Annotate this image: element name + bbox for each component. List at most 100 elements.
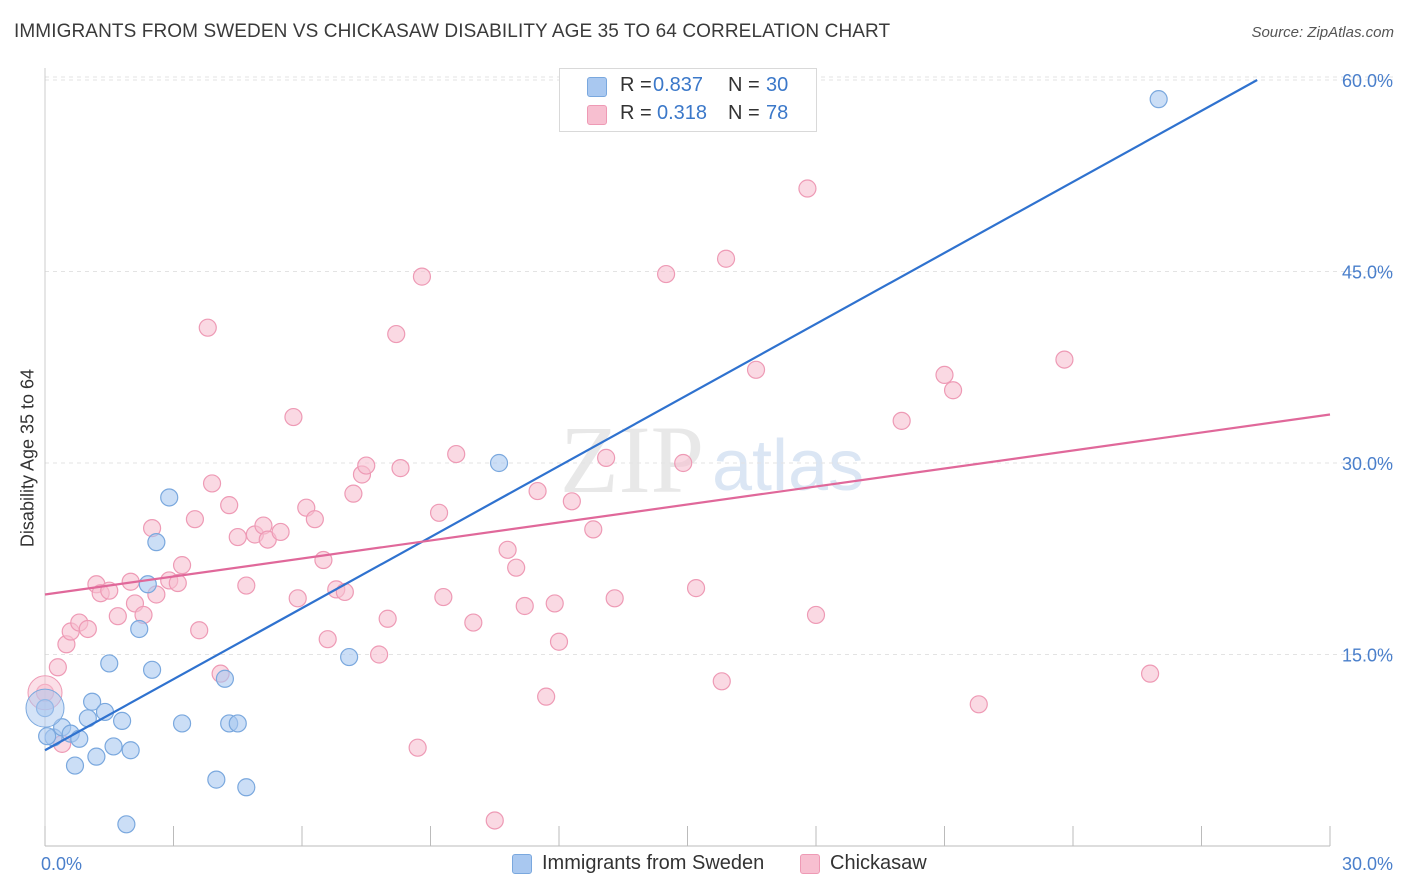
bottom-legend-label-sweden: Immigrants from Sweden <box>542 852 765 874</box>
chickasaw-point <box>798 179 817 198</box>
legend-r-label: R = <box>620 74 652 96</box>
sweden-point <box>172 714 192 733</box>
y-tick-label: 60.0% <box>1342 71 1393 91</box>
chickasaw-trendline <box>44 413 1331 596</box>
trendlines <box>44 79 1331 752</box>
bottom-legend-swatch-chickasaw <box>800 854 820 874</box>
bottom-legend-label-chickasaw: Chickasaw <box>830 852 927 874</box>
sweden-point <box>237 778 256 797</box>
y-axis-label: Disability Age 35 to 64 <box>17 368 38 548</box>
chickasaw-point <box>408 738 427 757</box>
chickasaw-point <box>969 695 988 714</box>
sweden-point <box>117 815 136 834</box>
chickasaw-point <box>48 658 67 677</box>
chickasaw-point <box>168 573 187 593</box>
sweden-point <box>100 654 119 673</box>
chickasaw-point <box>434 587 453 607</box>
sweden-point <box>70 729 89 748</box>
chickasaw-point <box>190 621 209 640</box>
chickasaw-point <box>378 609 397 628</box>
sweden-trendline <box>44 79 1258 752</box>
chickasaw-point <box>357 456 376 475</box>
chickasaw-point <box>549 632 569 651</box>
sweden-point-cluster <box>25 688 65 728</box>
chickasaw-point <box>108 607 127 626</box>
chickasaw-point <box>656 264 676 284</box>
chickasaw-point <box>597 448 616 467</box>
y-tick-label: 15.0% <box>1342 646 1393 666</box>
chickasaw-point <box>172 556 192 575</box>
sweden-point <box>38 727 57 746</box>
legend-row-sweden: R = 0.837 N = 30 <box>560 73 816 101</box>
chickasaw-point <box>716 249 736 268</box>
chickasaw-point <box>485 811 504 830</box>
chickasaw-point <box>284 407 303 427</box>
legend-swatch-sweden <box>587 77 607 97</box>
series-chickasaw-points <box>27 179 1160 830</box>
sweden-point <box>142 660 162 679</box>
chickasaw-point <box>271 522 290 542</box>
chickasaw-point <box>429 503 449 522</box>
chickasaw-point <box>464 613 483 632</box>
legend-swatch-chickasaw <box>587 105 607 125</box>
chickasaw-point <box>391 459 410 478</box>
chickasaw-point <box>387 324 406 344</box>
sweden-point <box>1149 90 1168 109</box>
sweden-point <box>104 737 123 756</box>
chickasaw-point <box>1055 350 1074 369</box>
chickasaw-point <box>892 411 911 430</box>
chart-title: IMMIGRANTS FROM SWEDEN VS CHICKASAW DISA… <box>14 21 891 42</box>
chickasaw-point <box>447 444 466 464</box>
bottom-legend-swatch-sweden <box>512 854 532 874</box>
chickasaw-point <box>228 527 247 547</box>
sweden-point <box>147 533 166 552</box>
chickasaw-point <box>528 481 547 501</box>
chickasaw-point <box>674 453 693 473</box>
legend-n-value: 30 <box>766 74 789 96</box>
chickasaw-point <box>185 510 205 529</box>
watermark-atlas: atlas <box>712 426 864 506</box>
chickasaw-point <box>344 484 363 503</box>
legend-r-value: 0.837 <box>653 74 704 96</box>
correlation-legend: R = 0.837 N = 30 R = 0.318 N = 78 <box>559 68 817 132</box>
chickasaw-point <box>498 540 517 559</box>
chickasaw-point <box>370 645 389 664</box>
sweden-point <box>83 692 102 711</box>
chickasaw-point <box>584 520 603 539</box>
x-tick-label: 30.0% <box>1342 854 1393 874</box>
sweden-point <box>228 714 247 733</box>
chickasaw-point <box>712 672 731 691</box>
grid-lines <box>45 76 1395 655</box>
legend-r-label: R = <box>620 102 652 124</box>
watermark: ZIP atlas <box>560 406 864 513</box>
y-tick-label: 45.0% <box>1342 263 1393 283</box>
chickasaw-point <box>515 596 534 616</box>
chickasaw-point <box>202 474 222 493</box>
chickasaw-point <box>288 589 307 608</box>
chickasaw-point <box>237 576 256 595</box>
chickasaw-point <box>335 582 354 602</box>
tick-labels: 15.0% 30.0% 45.0% 60.0% 0.0% 30.0% <box>41 71 1393 874</box>
sweden-point <box>340 647 359 667</box>
legend-row-chickasaw: R = 0.318 N = 78 <box>560 101 816 129</box>
chickasaw-point <box>507 558 526 577</box>
chickasaw-point <box>545 594 564 613</box>
sweden-point <box>65 756 85 775</box>
chickasaw-point <box>943 381 963 400</box>
chickasaw-point <box>220 496 239 515</box>
sweden-point <box>489 453 509 473</box>
sweden-point <box>87 747 106 766</box>
chickasaw-point <box>412 267 432 286</box>
sweden-point <box>130 619 149 639</box>
chickasaw-point <box>686 579 706 598</box>
chickasaw-point <box>78 619 97 639</box>
x-tick-label: 0.0% <box>41 854 82 874</box>
chickasaw-point <box>746 360 766 379</box>
chickasaw-point <box>605 589 624 608</box>
legend-n-label: N = <box>728 74 760 96</box>
sweden-point <box>112 711 132 730</box>
sweden-point <box>160 488 179 507</box>
sweden-point <box>215 669 234 688</box>
chickasaw-point <box>1140 664 1160 683</box>
